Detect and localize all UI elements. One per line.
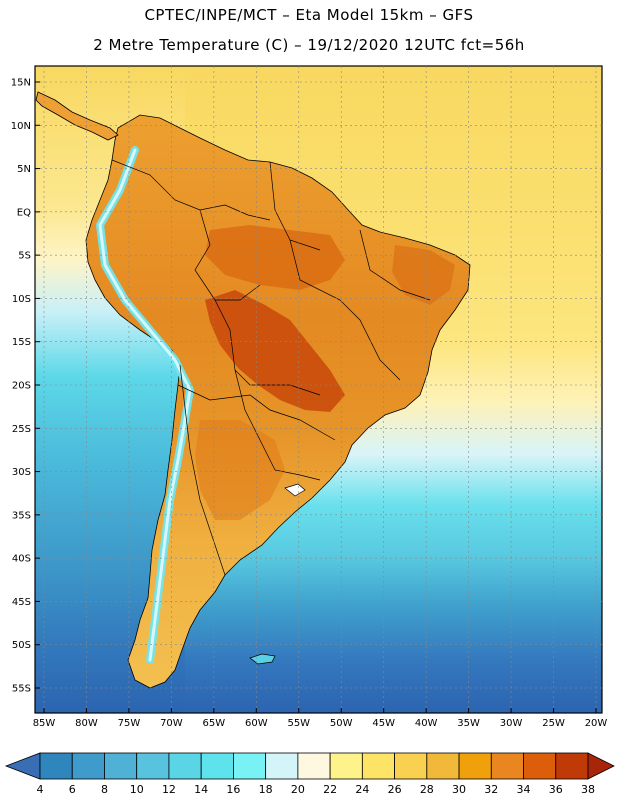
lon-label: 75W: [118, 718, 141, 729]
lat-label: 45S: [12, 597, 31, 608]
colorbar-label: 36: [549, 783, 563, 796]
hot-core: [205, 290, 345, 412]
colorbar-box: [136, 752, 170, 780]
colorbar-box: [200, 752, 234, 780]
colorbar-box: [233, 752, 267, 780]
lon-label: 70W: [160, 718, 183, 729]
colorbar-box: [265, 752, 299, 780]
country-borders: [111, 159, 431, 576]
lon-label: 85W: [33, 718, 56, 729]
plot-frame: [34, 65, 603, 714]
warm-amazon: [205, 225, 345, 290]
lat-label: 30S: [12, 467, 31, 478]
lon-label: 65W: [203, 718, 226, 729]
lat-label: 20S: [12, 381, 31, 392]
colorbar-box: [426, 752, 460, 780]
colorbar-label: 34: [517, 783, 531, 796]
lon-label: 25W: [542, 718, 565, 729]
colorbar-label: 4: [37, 783, 44, 796]
colorbar-label: 8: [101, 783, 108, 796]
colorbar-label: 22: [323, 783, 337, 796]
colorbar-box: [297, 752, 331, 780]
colorbar-label: 38: [581, 783, 595, 796]
colorbar-right-arrow: [587, 752, 615, 780]
colorbar-label: 28: [420, 783, 434, 796]
colorbar-box: [329, 752, 363, 780]
lat-label: 50S: [12, 640, 31, 651]
colorbar-box: [104, 752, 138, 780]
lon-label: 35W: [457, 718, 480, 729]
lat-label: 55S: [12, 684, 31, 695]
colorbar: 4 6 8 10 12 14 16 18 20 22 24 26 28 30 32 34 36 38: [4, 752, 615, 796]
colorbar-box: [458, 752, 492, 780]
lon-label: 45W: [372, 718, 395, 729]
colorbar-label: 20: [291, 783, 305, 796]
lon-label: 40W: [415, 718, 438, 729]
colorbar-label: 14: [194, 783, 208, 796]
lon-label: 60W: [245, 718, 268, 729]
colorbar-box: [555, 752, 589, 780]
colorbar-left-arrow: [4, 752, 41, 780]
northeast-warm: [392, 245, 455, 305]
colorbar-box: [39, 752, 73, 780]
longitude-labels: 85W 80W 75W 70W 65W 60W 55W 50W 45W 40W 35W 30W 25W 2…: [33, 718, 608, 729]
central-america: [35, 91, 119, 141]
colorbar-box: [394, 752, 428, 780]
lagoa-dos-patos: [284, 483, 306, 497]
colorbar-label: 32: [484, 783, 498, 796]
colorbar-label: 12: [162, 783, 176, 796]
lon-label: 80W: [75, 718, 98, 729]
colorbar-label: 24: [355, 783, 369, 796]
lat-label: 10N: [11, 121, 31, 132]
colorbar-label: 30: [452, 783, 466, 796]
colorbar-box: [168, 752, 202, 780]
colorbar-label: 18: [259, 783, 273, 796]
lat-label: 5N: [17, 164, 31, 175]
title-line-2: 2 Metre Temperature (C) – 19/12/2020 12U…: [93, 36, 525, 54]
colorbar-box: [490, 752, 524, 780]
lat-label: EQ: [17, 207, 31, 218]
colorbar-label: 10: [130, 783, 144, 796]
andes-core: [98, 148, 192, 662]
graticule: [35, 66, 602, 713]
lon-label: 55W: [287, 718, 310, 729]
lat-label: 25S: [12, 424, 31, 435]
lat-label: 35S: [12, 510, 31, 521]
title-line-1: CPTEC/INPE/MCT – Eta Model 15km – GFS: [144, 6, 474, 24]
colorbar-box: [361, 752, 395, 780]
colorbar-label: 16: [226, 783, 240, 796]
lon-label: 20W: [585, 718, 608, 729]
colorbar-box: [71, 752, 105, 780]
latitude-labels: 15N 10N 5N EQ 5S 10S 15S 20S 25S 30S 35S 40S 45S 50S 5…: [11, 78, 31, 695]
lat-label: 15S: [12, 337, 31, 348]
lon-label: 30W: [500, 718, 523, 729]
lat-label: 15N: [11, 78, 31, 89]
lat-label: 10S: [12, 294, 31, 305]
colorbar-label: 6: [69, 783, 76, 796]
lat-label: 40S: [12, 554, 31, 565]
colorbar-box: [523, 752, 557, 780]
lat-label: 5S: [18, 251, 31, 262]
colorbar-label: 26: [388, 783, 402, 796]
lon-label: 50W: [330, 718, 353, 729]
